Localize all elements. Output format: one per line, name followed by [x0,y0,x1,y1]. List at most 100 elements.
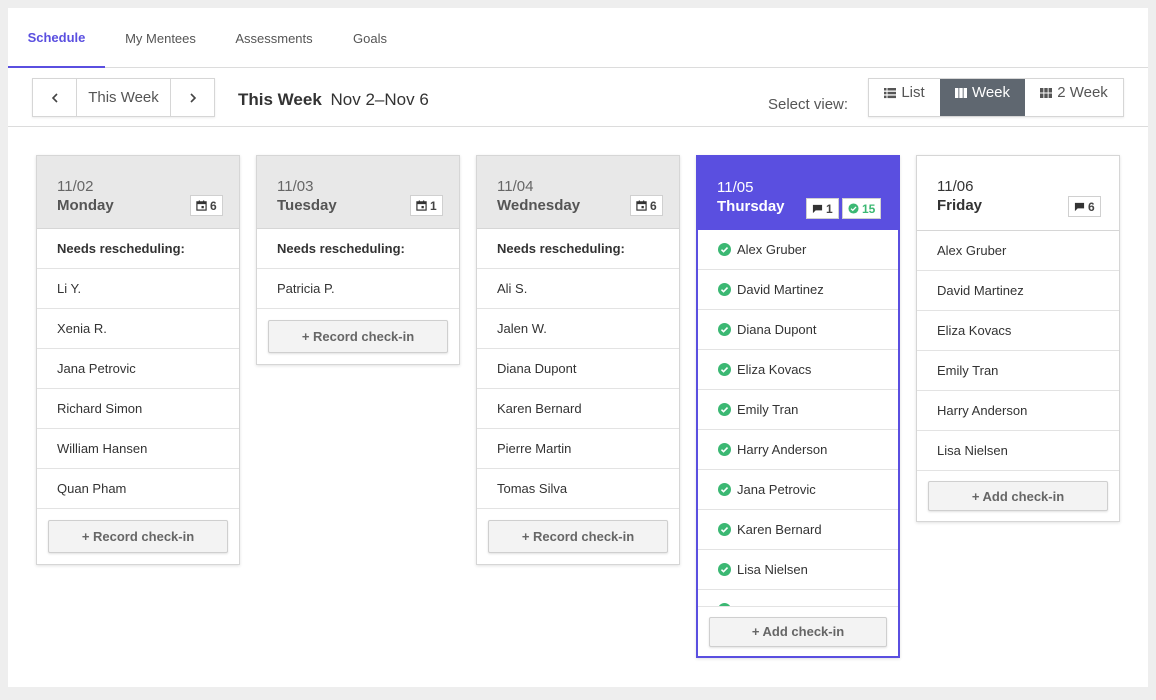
day-date: 11/03 [277,178,314,195]
view-week-label: Week [971,84,1011,101]
mentee-row[interactable]: Eliza Kovacs [917,311,1119,351]
week-title: This Week [238,90,322,109]
mentee-row[interactable]: Harry Anderson [917,391,1119,431]
mentee-row[interactable]: Jalen W. [477,309,679,349]
mentee-row[interactable]: Quan Pham [37,469,239,509]
tab-schedule[interactable]: Schedule [8,8,105,68]
column-footer: + Record check-in [477,509,679,564]
mentee-name: Jana Petrovic [737,482,816,497]
mentee-row[interactable]: Ali S. [477,269,679,309]
column-footer: + Record check-in [37,509,239,564]
completed-check-in-row[interactable] [698,590,898,606]
previous-week-button[interactable] [33,79,76,116]
mentee-name: Lisa Nielsen [737,562,808,577]
scheduled-count-badge: 6 [630,195,663,216]
record-check-in-button[interactable]: + Record check-in [48,520,228,553]
mentee-row[interactable]: Patricia P. [257,269,459,309]
mentee-name: David Martinez [737,282,824,297]
badge-count: 6 [650,198,657,213]
column-footer: + Record check-in [257,309,459,364]
chat-icon [1074,202,1085,212]
day-column-tuesday: 11/03 Tuesday 1 Needs rescheduling: Patr… [256,155,460,365]
view-two-week-button[interactable]: 2 Week [1025,79,1123,116]
day-date: 11/06 [937,178,974,195]
check-circle-icon [718,323,731,336]
mentee-row[interactable]: Xenia R. [37,309,239,349]
chat-count-badge: 1 [806,198,839,219]
completed-check-in-row[interactable]: David Martinez [698,270,898,310]
day-header: 11/04 Wednesday 6 [477,156,679,229]
record-check-in-button[interactable]: + Record check-in [488,520,668,553]
badge-count: 6 [210,198,217,213]
mentee-row[interactable]: William Hansen [37,429,239,469]
view-two-week-label: 2 Week [1057,84,1108,101]
mentee-row[interactable]: Alex Gruber [917,231,1119,271]
check-circle-icon [719,603,730,606]
view-list-button[interactable]: List [869,79,940,116]
completed-check-in-row[interactable]: Emily Tran [698,390,898,430]
check-in-list[interactable]: Alex Gruber David Martinez Diana Dupont … [698,230,898,607]
column-footer: + Add check-in [917,471,1119,521]
check-circle-icon [718,523,731,536]
day-name: Friday [937,197,983,214]
completed-check-in-row[interactable]: Lisa Nielsen [698,550,898,590]
day-column-friday: 11/06 Friday 6 Alex Gruber David Martine… [916,155,1120,522]
view-week-button[interactable]: Week [940,79,1025,116]
mentee-name: Harry Anderson [737,442,828,457]
day-column-thursday: 11/05 Thursday 1 15 Alex Gruber David Ma… [696,155,900,658]
chevron-left-icon [51,92,58,103]
day-column-monday: 11/02 Monday 6 Needs rescheduling: Li Y.… [36,155,240,565]
day-name: Monday [57,197,114,214]
tab-assessments[interactable]: Assessments [235,30,313,46]
mentee-row[interactable]: Diana Dupont [477,349,679,389]
badge-count: 6 [1088,199,1095,214]
day-header: 11/05 Thursday 1 15 [698,157,898,230]
next-week-button[interactable] [171,79,214,116]
scheduled-count-badge: 6 [190,195,223,216]
this-week-button[interactable]: This Week [76,79,171,116]
mentee-name: Karen Bernard [737,522,822,537]
mentee-row[interactable]: Pierre Martin [477,429,679,469]
day-header: 11/03 Tuesday 1 [257,156,459,229]
mentee-row[interactable]: Karen Bernard [477,389,679,429]
calendar-icon [636,200,647,211]
schedule-card: Schedule My Mentees Assessments Goals Th… [8,8,1148,687]
view-switcher: List Week 2 Week [868,78,1124,117]
check-circle-icon [718,363,731,376]
day-name: Wednesday [497,197,581,214]
check-circle-icon [718,403,731,416]
tab-goals[interactable]: Goals [353,30,387,46]
completed-check-in-row[interactable]: Harry Anderson [698,430,898,470]
mentee-row[interactable]: David Martinez [917,271,1119,311]
check-circle-icon [718,243,731,256]
completed-check-in-row[interactable]: Alex Gruber [698,230,898,270]
completed-check-in-row[interactable]: Karen Bernard [698,510,898,550]
week-navigation: This Week [32,78,215,117]
mentee-row[interactable]: Li Y. [37,269,239,309]
completed-check-in-row[interactable]: Diana Dupont [698,310,898,350]
record-check-in-button[interactable]: + Record check-in [268,320,448,353]
mentee-row[interactable]: Richard Simon [37,389,239,429]
mentee-row[interactable]: Lisa Nielsen [917,431,1119,471]
add-check-in-button[interactable]: + Add check-in [928,481,1108,511]
completed-check-in-row[interactable]: Jana Petrovic [698,470,898,510]
grid-icon [1040,88,1053,98]
mentee-row[interactable]: Tomas Silva [477,469,679,509]
add-check-in-button[interactable]: + Add check-in [709,616,887,647]
completed-check-in-row[interactable]: Eliza Kovacs [698,350,898,390]
section-title: Needs rescheduling: [37,229,239,269]
day-name: Tuesday [277,197,337,214]
mentee-row[interactable]: Emily Tran [917,351,1119,391]
check-circle-icon [718,283,731,296]
day-date: 11/04 [497,178,534,195]
scheduled-count-badge: 1 [410,195,443,216]
view-list-label: List [901,84,925,101]
check-circle-icon [718,483,731,496]
day-header: 11/06 Friday 6 [917,156,1119,231]
mentee-row[interactable]: Jana Petrovic [37,349,239,389]
check-circle-icon [718,563,731,576]
day-header: 11/02 Monday 6 [37,156,239,229]
section-title: Needs rescheduling: [257,229,459,269]
tab-my-mentees[interactable]: My Mentees [125,30,196,46]
day-date: 11/02 [57,178,94,195]
